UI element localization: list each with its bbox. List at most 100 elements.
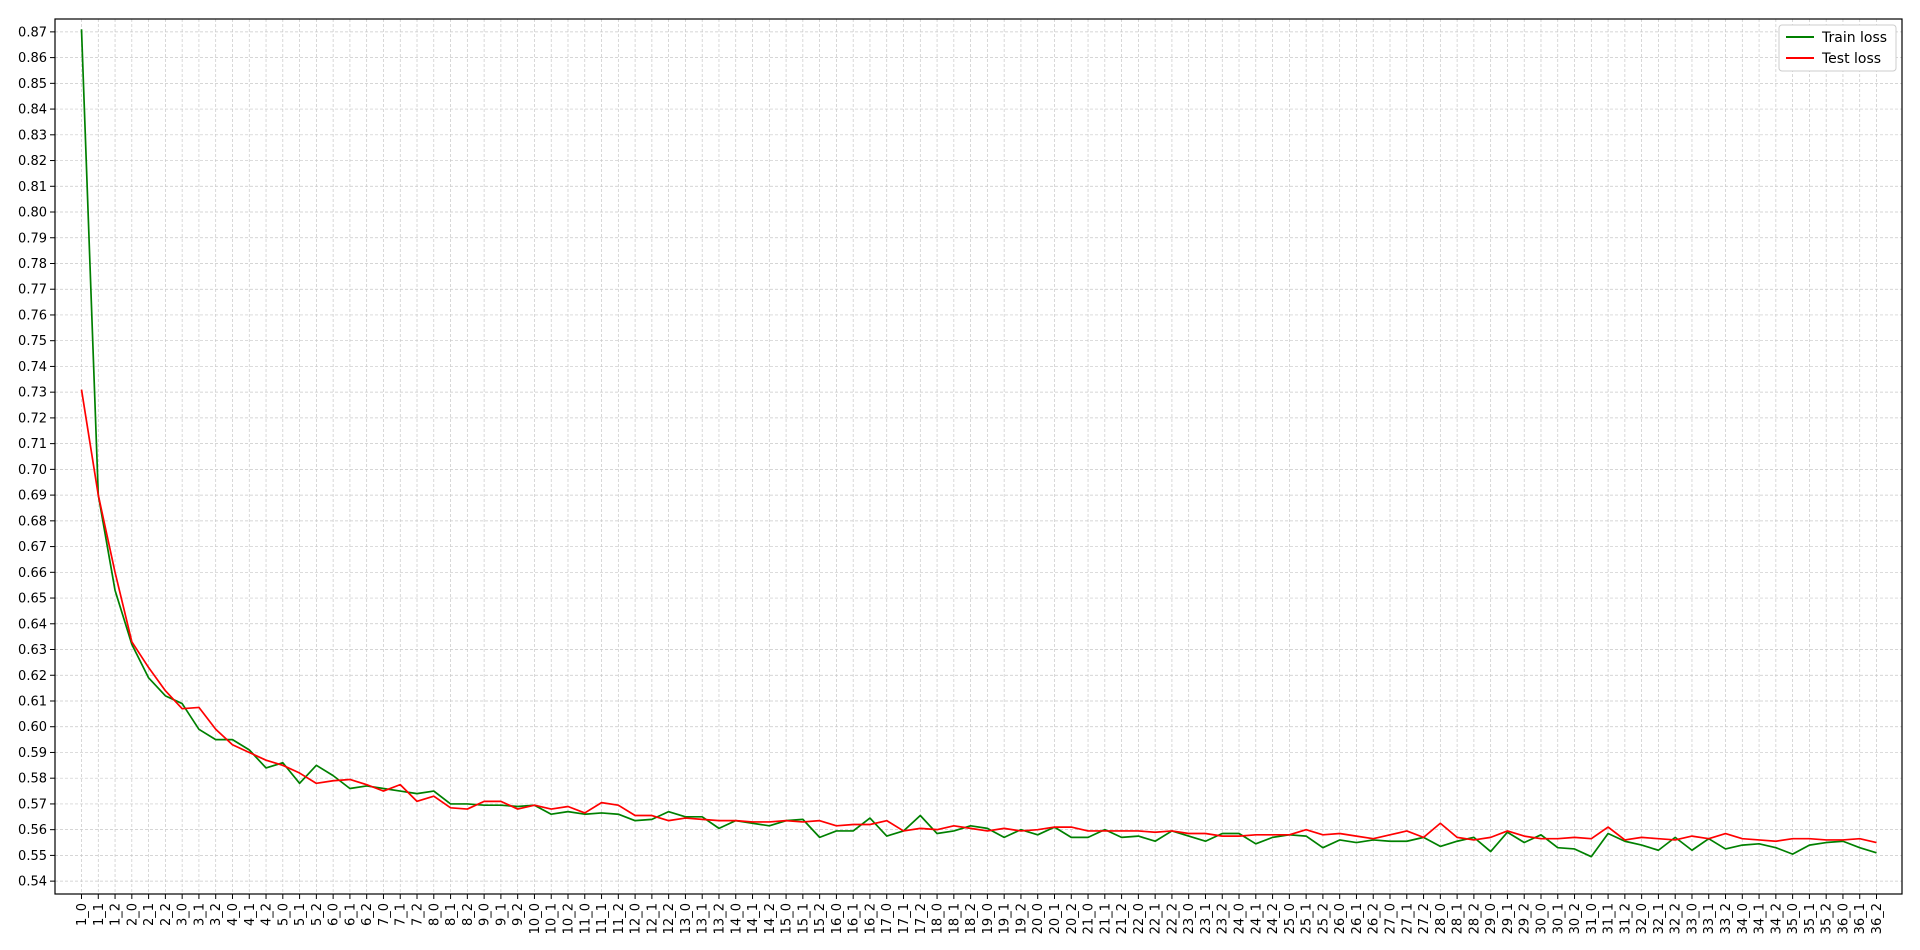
y-tick-label: 0.78 (18, 257, 47, 272)
x-tick-label: 11_1 (595, 903, 610, 934)
x-tick-label: 28_2 (1467, 903, 1482, 934)
y-tick-label: 0.80 (18, 206, 47, 221)
x-tick-label: 30_1 (1551, 903, 1566, 934)
legend-label-test: Test loss (1821, 51, 1881, 67)
x-tick-label: 22_1 (1149, 903, 1164, 934)
x-tick-label: 22_2 (1165, 903, 1180, 934)
x-tick-label: 31_1 (1602, 903, 1617, 934)
x-tick-label: 24_2 (1266, 903, 1281, 934)
x-tick-label: 7_0 (377, 903, 392, 926)
x-tick-label: 10_0 (528, 903, 543, 934)
y-tick-label: 0.58 (18, 772, 47, 787)
x-tick-label: 32_1 (1652, 903, 1667, 934)
x-tick-label: 3_0 (176, 903, 191, 926)
x-tick-label: 6_0 (327, 903, 342, 926)
y-tick-label: 0.79 (18, 231, 47, 246)
y-tick-label: 0.65 (18, 592, 47, 607)
x-tick-label: 34_2 (1769, 903, 1784, 934)
x-tick-label: 4_2 (260, 903, 275, 926)
x-tick-label: 19_2 (1014, 903, 1029, 934)
y-tick-label: 0.73 (18, 386, 47, 401)
legend: Train loss Test loss (1778, 24, 1897, 72)
x-tick-label: 35_1 (1803, 903, 1818, 934)
x-tick-label: 1_1 (92, 903, 107, 926)
x-tick-label: 20_0 (1031, 903, 1046, 934)
x-tick-label: 15_0 (780, 903, 795, 934)
x-tick-label: 30_0 (1534, 903, 1549, 934)
x-tick-label: 2_2 (159, 903, 174, 926)
x-tick-label: 23_2 (1216, 903, 1231, 934)
series-lines (80, 29, 1877, 858)
gridlines (55, 19, 1902, 894)
x-tick-label: 20_2 (1065, 903, 1080, 934)
x-tick-label: 33_1 (1702, 903, 1717, 934)
y-tick-label: 0.61 (18, 694, 47, 709)
y-tick-label: 0.83 (18, 128, 47, 143)
x-tick-label: 34_1 (1753, 903, 1768, 934)
y-tick-label: 0.87 (18, 25, 47, 40)
x-tick-label: 28_1 (1451, 903, 1466, 934)
x-tick-label: 25_1 (1300, 903, 1315, 934)
x-tick-label: 22_0 (1132, 903, 1147, 934)
y-tick-label: 0.71 (18, 437, 47, 452)
x-tick-label: 32_2 (1669, 903, 1684, 934)
x-tick-label: 8_1 (444, 903, 459, 926)
x-tick-label: 14_2 (763, 903, 778, 934)
x-tick-label: 1_2 (109, 903, 124, 926)
x-tick-label: 26_1 (1350, 903, 1365, 934)
x-tick-label: 31_2 (1618, 903, 1633, 934)
series-line-train-loss (80, 29, 1877, 858)
x-tick-label: 21_0 (1082, 903, 1097, 934)
legend-label-train: Train loss (1821, 30, 1887, 46)
x-tick-label: 18_1 (947, 903, 962, 934)
x-tick-label: 27_2 (1417, 903, 1432, 934)
x-tick-label: 12_0 (629, 903, 644, 934)
x-tick-label: 31_0 (1585, 903, 1600, 934)
x-tick-label: 33_0 (1685, 903, 1700, 934)
x-tick-label: 13_0 (679, 903, 694, 934)
x-tick-label: 27_1 (1400, 903, 1415, 934)
x-tick-label: 6_1 (343, 903, 358, 926)
y-tick-label: 0.77 (18, 283, 47, 298)
x-tick-label: 1_0 (75, 903, 90, 926)
x-tick-label: 19_1 (998, 903, 1013, 934)
y-tick-label: 0.72 (18, 411, 47, 426)
x-tick-label: 29_1 (1501, 903, 1516, 934)
y-tick-label: 0.62 (18, 669, 47, 684)
x-tick-label: 35_2 (1820, 903, 1835, 934)
y-tick-label: 0.63 (18, 643, 47, 658)
y-tick-label: 0.81 (18, 180, 47, 195)
y-tick-label: 0.56 (18, 823, 47, 838)
x-tick-label: 15_1 (796, 903, 811, 934)
x-tick-label: 17_0 (880, 903, 895, 934)
x-tick-label: 34_0 (1736, 903, 1751, 934)
x-tick-label: 26_2 (1367, 903, 1382, 934)
x-tick-label: 26_0 (1333, 903, 1348, 934)
x-tick-label: 10_1 (545, 903, 560, 934)
x-tick-label: 36_0 (1836, 903, 1851, 934)
x-tick-label: 2_0 (125, 903, 140, 926)
x-tick-label: 24_1 (1249, 903, 1264, 934)
x-tick-label: 15_2 (813, 903, 828, 934)
x-tick-label: 7_2 (411, 903, 426, 926)
x-tick-label: 10_2 (561, 903, 576, 934)
x-tick-label: 5_1 (293, 903, 308, 926)
x-tick-label: 12_2 (662, 903, 677, 934)
y-tick-label: 0.75 (18, 334, 47, 349)
x-tick-label: 16_0 (830, 903, 845, 934)
x-tick-label: 20_1 (1048, 903, 1063, 934)
x-tick-label: 21_2 (1115, 903, 1130, 934)
y-tick-label: 0.54 (18, 875, 47, 890)
x-tick-label: 17_2 (914, 903, 929, 934)
x-tick-label: 9_2 (511, 903, 526, 926)
x-tick-label: 36_2 (1870, 903, 1885, 934)
y-tick-label: 0.70 (18, 463, 47, 478)
y-tick-label: 0.66 (18, 566, 47, 581)
x-tick-label: 3_1 (192, 903, 207, 926)
y-tick-label: 0.69 (18, 489, 47, 504)
x-tick-label: 36_1 (1853, 903, 1868, 934)
x-tick-label: 13_2 (712, 903, 727, 934)
x-tick-label: 7_1 (394, 903, 409, 926)
x-tick-label: 3_2 (209, 903, 224, 926)
